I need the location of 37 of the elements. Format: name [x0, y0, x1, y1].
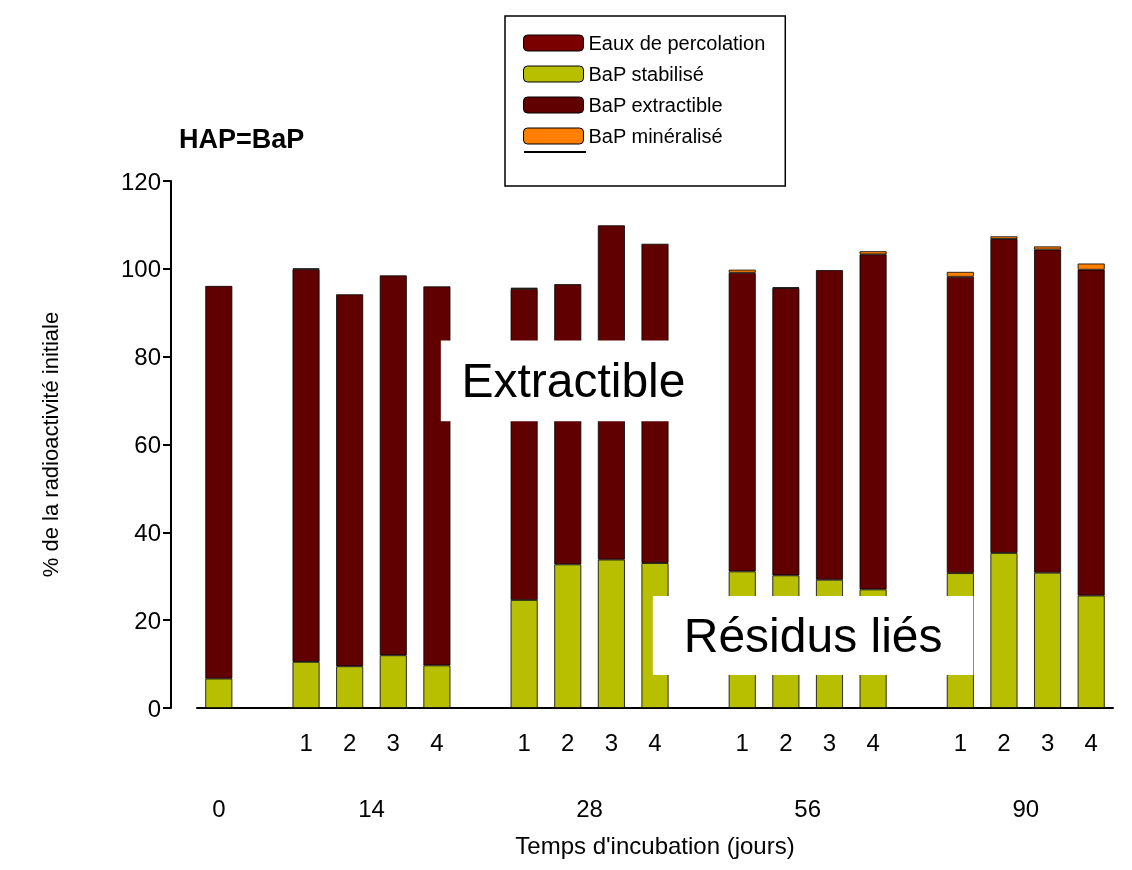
y-tick-label: 20	[134, 606, 161, 634]
x-tick-label: 2	[779, 728, 793, 756]
x-tick-label: 2	[342, 728, 357, 756]
x-tick-label: 3	[822, 728, 837, 756]
x-tick-label: 4	[866, 728, 880, 756]
y-tick-label: 40	[134, 518, 161, 546]
x-tick-label: 2	[997, 728, 1011, 756]
x-tick-label: 4	[648, 728, 662, 756]
text: 0	[212, 794, 226, 822]
legend-label: Eaux de percolation	[588, 32, 766, 54]
x-tick-label: 1	[299, 728, 313, 756]
text: 28	[576, 794, 603, 822]
x-tick-label: 3	[1040, 728, 1055, 756]
y-tick-label: 100	[120, 255, 161, 283]
chart-title: HAP=BaP	[179, 123, 305, 154]
x-tick-label: 3	[386, 728, 400, 756]
x-tick-label: 1	[953, 728, 968, 756]
x-tick-label: 3	[604, 728, 619, 756]
legend-label: BaP stabilisé	[588, 63, 704, 85]
text: 90	[1012, 794, 1040, 822]
text: 56	[794, 794, 822, 822]
x-tick-label: 4	[1084, 728, 1098, 756]
x-tick-label: 1	[735, 728, 749, 756]
annotation: Résidus liés	[683, 609, 943, 663]
y-tick-label: 120	[120, 167, 161, 195]
x-tick-label: 1	[517, 728, 531, 756]
x-tick-label: 4	[430, 728, 444, 756]
y-tick-label: 60	[134, 431, 161, 458]
text: 14	[358, 794, 385, 822]
y-axis-title: % de la radioactivité initiale	[37, 311, 63, 578]
y-tick-label: 80	[134, 343, 161, 371]
annotation: Extractible	[461, 354, 686, 408]
x-axis-title: Temps d'incubation (jours)	[515, 831, 795, 859]
legend-label: BaP minéralisé	[588, 125, 723, 147]
x-tick-label: 2	[561, 728, 575, 756]
y-tick-label: 0	[147, 694, 161, 722]
legend-label: BaP extractible	[588, 94, 723, 116]
